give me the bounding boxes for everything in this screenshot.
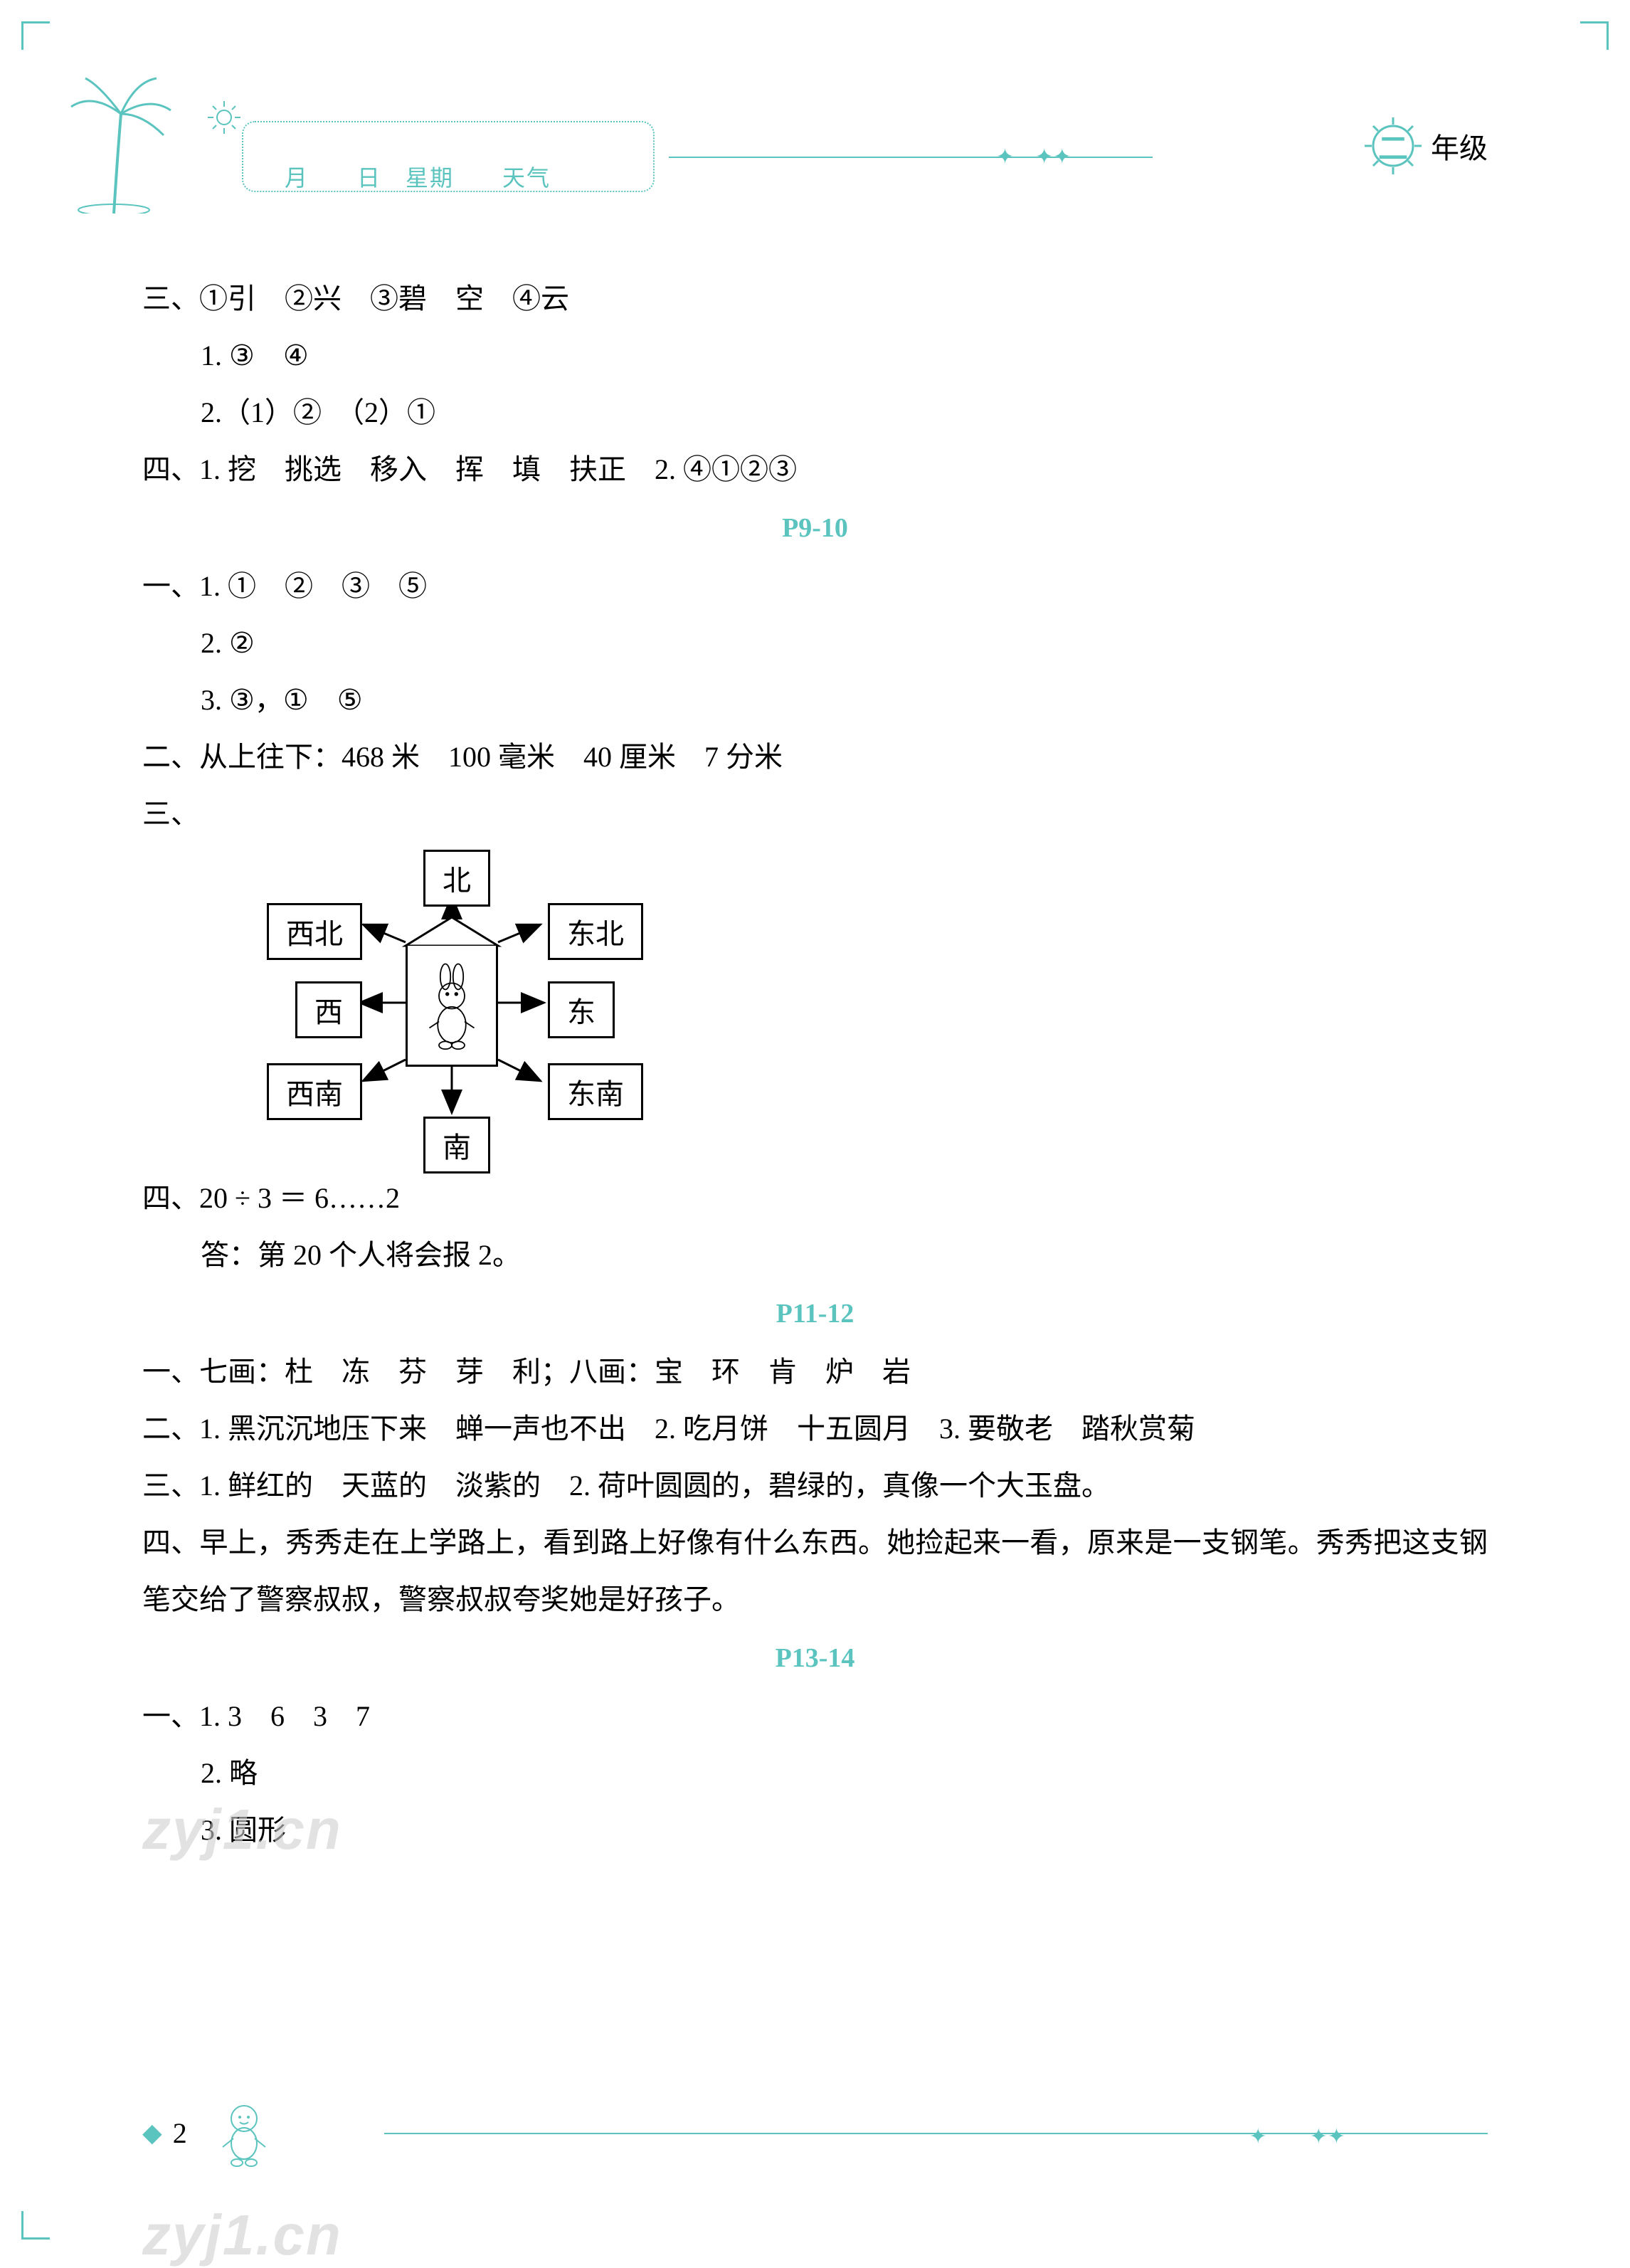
compass-east: 东 — [548, 981, 615, 1038]
section-header: P11-12 — [142, 1298, 1488, 1329]
compass-northwest: 西北 — [267, 903, 362, 960]
answer-paragraph: 三、1. 鲜红的 天蓝的 淡紫的 2. 荷叶圆圆的，碧绿的，真像一个大玉盘。 — [142, 1457, 1488, 1514]
bunny-icon — [408, 946, 496, 1065]
page-number: 2 — [173, 2116, 187, 2150]
compass-south: 南 — [423, 1117, 490, 1173]
page-footer: ◆ 2 ✦ ✦✦ — [142, 2097, 1488, 2168]
compass-southeast: 东南 — [548, 1063, 643, 1120]
answer-line: 二、从上往下：468 米 100 毫米 40 厘米 7 分米 — [142, 729, 1488, 786]
answer-line: 一、1. 3 6 3 7 — [142, 1688, 1488, 1745]
watermark: zyj1.cn — [142, 2203, 342, 2268]
page-container: 月 日 星期 天气 ✦ ✦✦ 二 年级 三、①引 ②兴 ③碧 空 ④云 1. ③ — [0, 0, 1630, 1930]
answer-line: 2. ② — [201, 615, 1488, 672]
sun-icon — [206, 100, 242, 135]
star-deco-icon: ✦ ✦✦ — [1249, 2119, 1345, 2150]
answer-line: 三、①引 ②兴 ③碧 空 ④云 — [142, 270, 1488, 327]
answer-line: 一、七画：杜 冻 芬 芽 利；八画：宝 环 肯 炉 岩 — [142, 1344, 1488, 1401]
answer-line: 2. 略 — [201, 1745, 1488, 1802]
answer-line: 三、 — [142, 786, 1488, 843]
compass-southwest: 西南 — [267, 1063, 362, 1120]
answer-line: 四、20 ÷ 3 ＝ 6……2 — [142, 1170, 1488, 1227]
compass-west: 西 — [295, 981, 362, 1038]
header-line — [669, 157, 1153, 158]
diamond-icon: ◆ — [142, 2118, 162, 2148]
compass-northeast: 东北 — [548, 903, 643, 960]
answer-line: 一、1. ① ② ③ ⑤ — [142, 558, 1488, 615]
answer-line: 3. 圆形 — [201, 1802, 1488, 1859]
star-deco-icon: ✦ ✦✦ — [996, 139, 1071, 170]
page-header: 月 日 星期 天气 ✦ ✦✦ 二 年级 — [142, 128, 1488, 242]
answer-paragraph: 四、早上，秀秀走在上学路上，看到路上好像有什么东西。她捡起来一看，原来是一支钢笔… — [142, 1514, 1488, 1628]
answer-line: 1. ③ ④ — [201, 327, 1488, 384]
compass-diagram: 北 东北 东 东南 南 西南 西 西北 — [228, 853, 669, 1159]
compass-center — [406, 946, 498, 1067]
cartoon-character-icon — [208, 2097, 280, 2168]
palm-tree-icon — [64, 71, 178, 213]
answer-line: 答：第 20 个人将会报 2。 — [201, 1227, 1488, 1284]
grade-badge: 二 年级 — [1361, 114, 1488, 178]
answer-line: 3. ③，① ⑤ — [201, 672, 1488, 729]
answer-line: 2.（1）② （2）① — [201, 384, 1488, 441]
compass-north: 北 — [423, 850, 490, 907]
grade-text: 年级 — [1431, 125, 1488, 167]
grade-circle-icon: 二 — [1361, 114, 1425, 178]
date-label: 月 日 星期 天气 — [285, 160, 551, 193]
section-header: P13-14 — [142, 1642, 1488, 1674]
answer-paragraph: 二、1. 黑沉沉地压下来 蝉一声也不出 2. 吃月饼 十五圆月 3. 要敬老 踏… — [142, 1401, 1488, 1457]
grade-number: 二 — [1378, 125, 1408, 168]
section-header: P9-10 — [142, 512, 1488, 544]
answer-line: 四、1. 挖 挑选 移入 挥 填 扶正 2. ④①②③ — [142, 441, 1488, 498]
crop-mark-bl — [21, 2211, 50, 2240]
